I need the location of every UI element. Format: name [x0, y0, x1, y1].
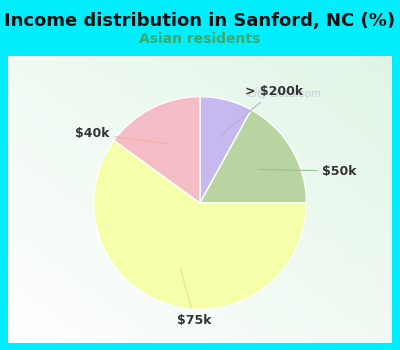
- Text: $40k: $40k: [75, 127, 167, 144]
- Text: City-Data.com: City-Data.com: [248, 89, 322, 99]
- Wedge shape: [200, 110, 306, 203]
- Text: Asian residents: Asian residents: [139, 32, 261, 46]
- Text: $50k: $50k: [260, 164, 357, 177]
- Text: > $200k: > $200k: [218, 85, 303, 137]
- Wedge shape: [200, 97, 251, 203]
- Text: Income distribution in Sanford, NC (%): Income distribution in Sanford, NC (%): [4, 12, 396, 30]
- Text: $75k: $75k: [178, 268, 212, 327]
- Wedge shape: [114, 97, 200, 203]
- Wedge shape: [94, 140, 306, 309]
